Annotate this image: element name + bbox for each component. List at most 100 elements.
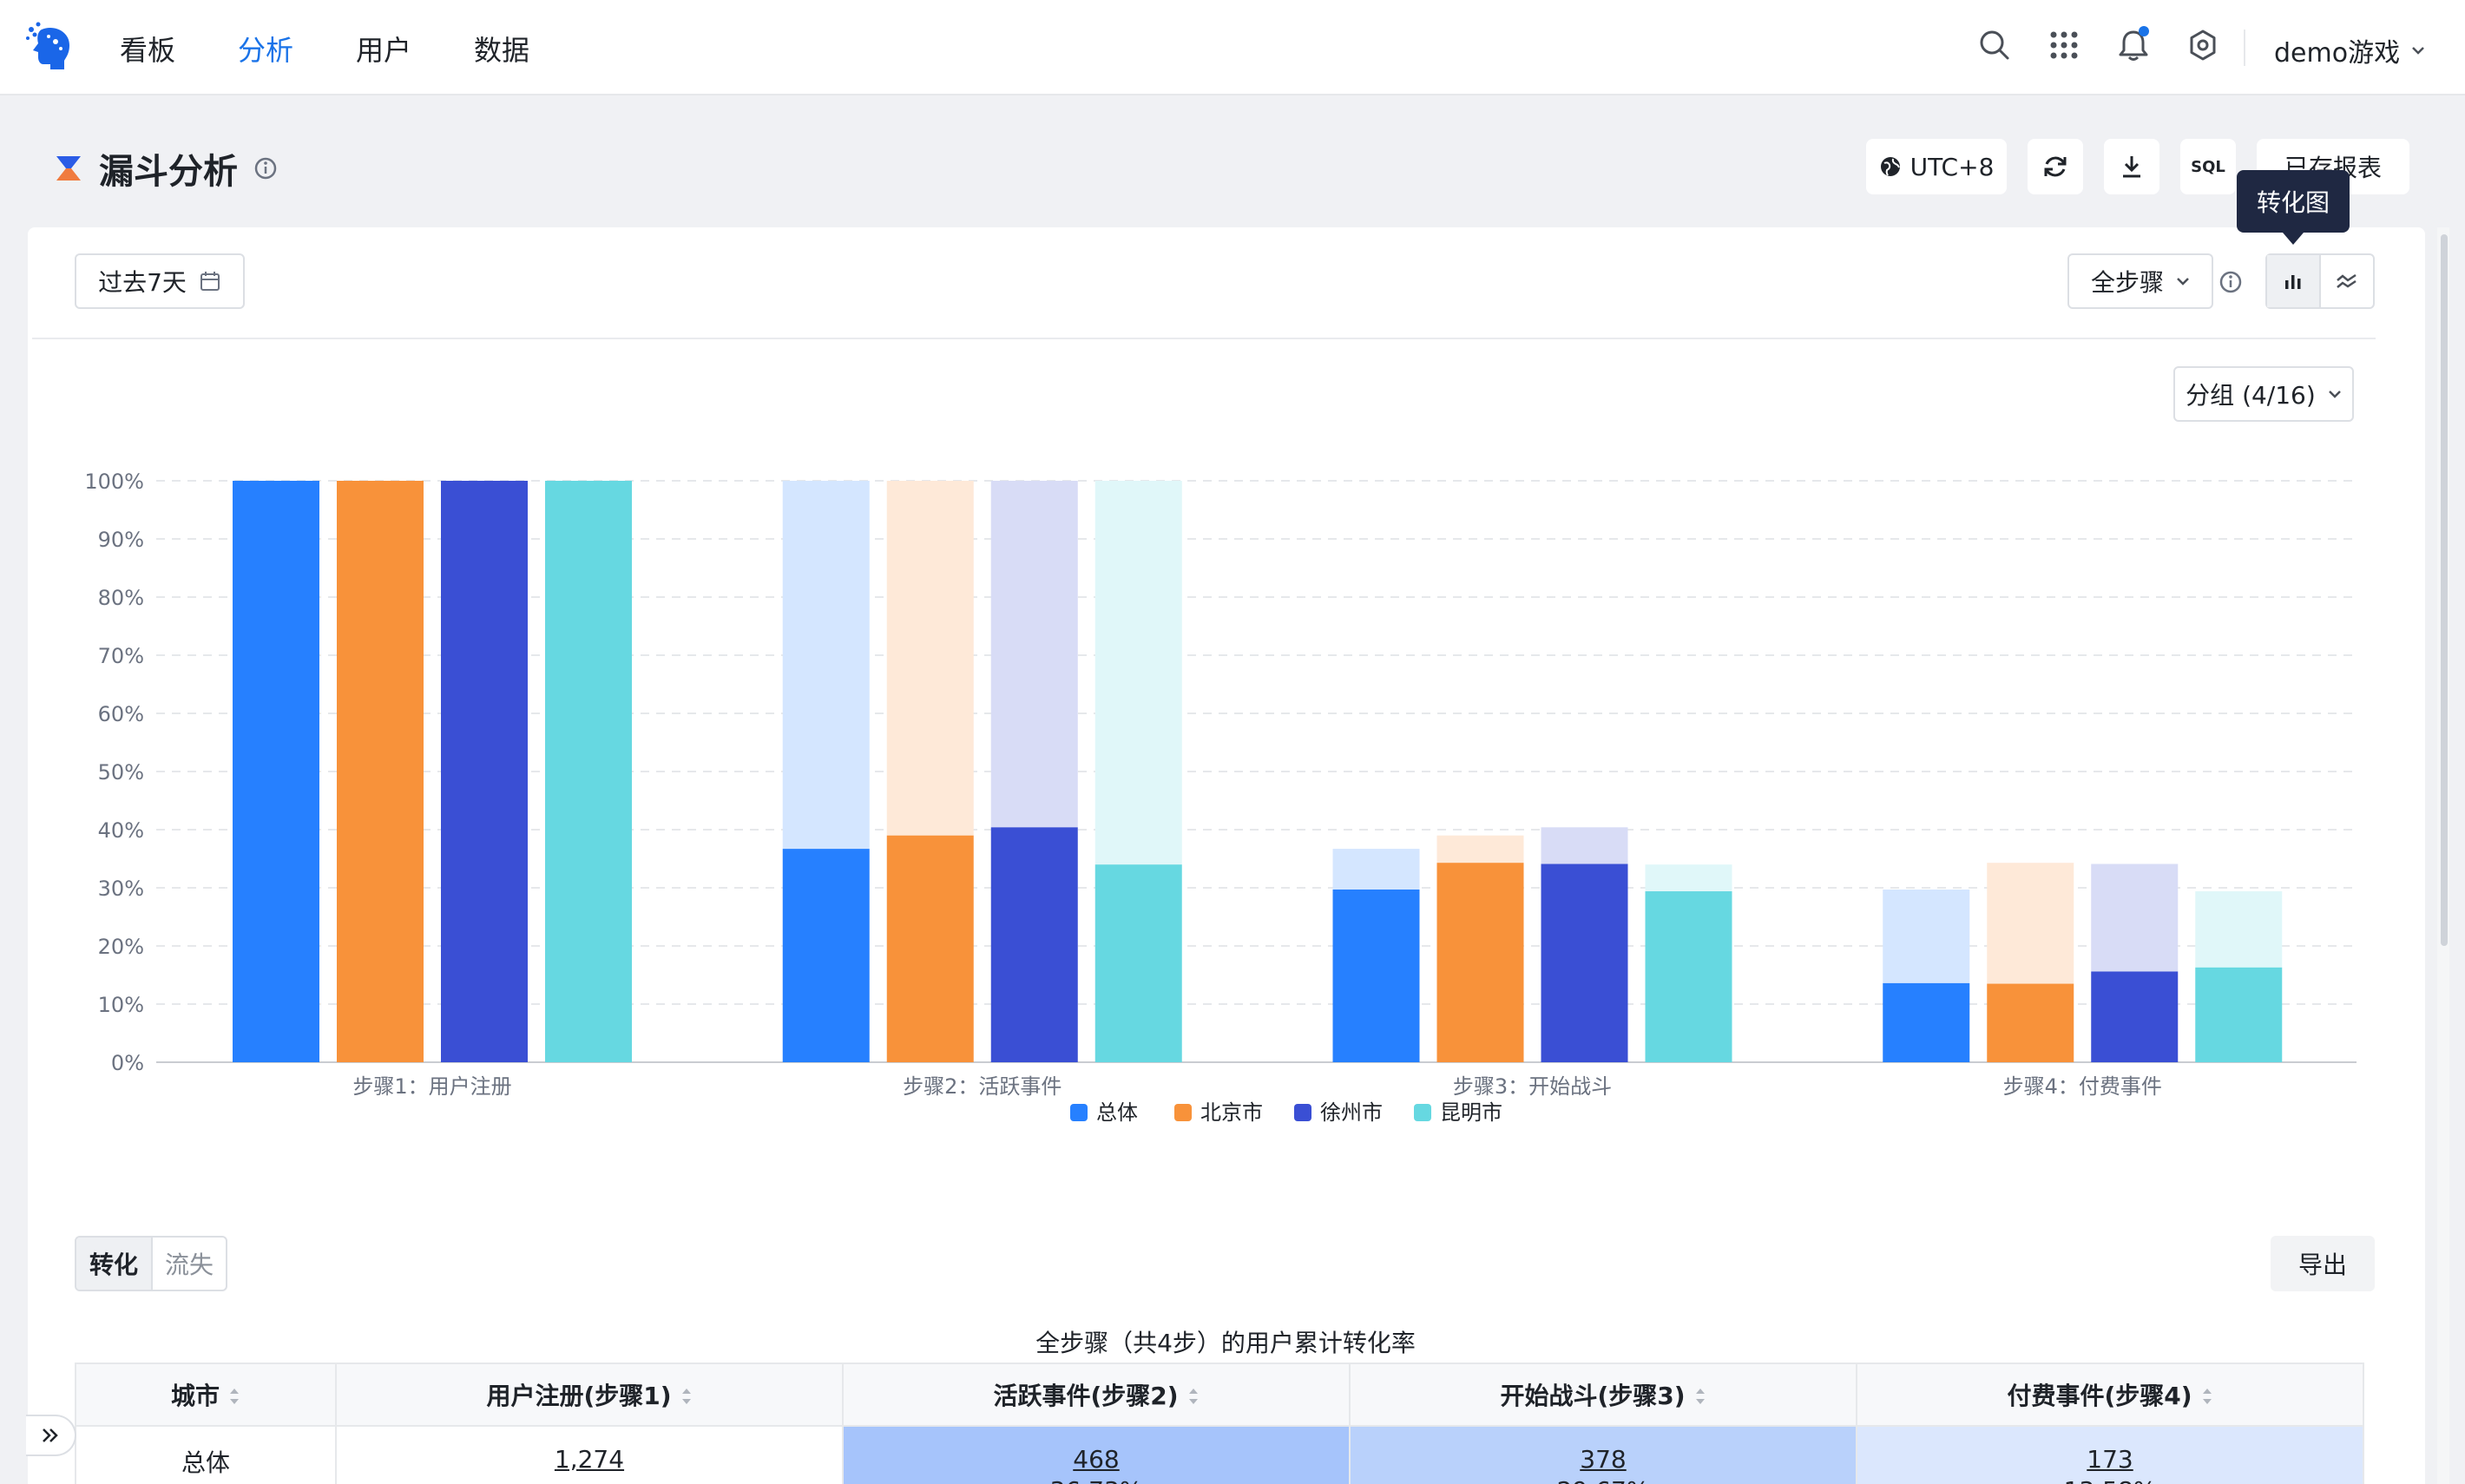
y-tick-label: 30% — [98, 877, 144, 901]
bar-remaining — [2091, 863, 2179, 972]
city-cell: 总体 — [75, 1425, 337, 1484]
expand-sidebar-button[interactable] — [26, 1415, 76, 1456]
legend-label: 总体 — [1096, 1100, 1138, 1125]
x-tick-label: 步骤4：付费事件 — [2003, 1074, 2162, 1099]
bar-remaining — [990, 481, 1078, 828]
legend-swatch — [1070, 1104, 1088, 1121]
y-tick-label: 80% — [98, 586, 144, 610]
bar — [2195, 967, 2283, 1062]
nav-item-analysis[interactable]: 分析 — [238, 34, 294, 67]
legend-label: 昆明市 — [1440, 1100, 1502, 1125]
brain-logo-icon[interactable] — [24, 21, 76, 73]
download-icon — [2123, 156, 2140, 178]
legend-swatch — [1414, 1104, 1431, 1121]
steps-select[interactable]: 全步骤 — [2067, 253, 2213, 309]
table-row: 总体 1,274 46836.73% 37829.67% 17313.58% — [75, 1425, 2364, 1484]
switch-divider — [2319, 255, 2321, 307]
bar — [1094, 864, 1182, 1062]
table-caption: 全步骤（共4步）的用户累计转化率 — [1035, 1329, 1416, 1357]
legend-label: 徐州市 — [1320, 1100, 1383, 1125]
bar — [1436, 863, 1524, 1062]
date-range-picker[interactable]: 过去7天 — [75, 253, 245, 309]
bar-remaining — [886, 481, 974, 836]
y-tick-label: 100% — [84, 469, 144, 494]
chart-type-tooltip: 转化图 — [2237, 170, 2350, 245]
bar-remaining — [2195, 891, 2283, 968]
bar — [782, 849, 870, 1062]
x-tick-label: 步骤2：活跃事件 — [903, 1074, 1062, 1099]
download-button[interactable] — [2104, 139, 2159, 194]
x-tick-label: 步骤1：用户注册 — [352, 1074, 511, 1099]
card-divider — [32, 338, 2376, 339]
steps-info-icon[interactable] — [2218, 270, 2243, 294]
apps-grid-icon[interactable] — [2045, 26, 2083, 64]
page-title-row: 漏斗分析 — [54, 143, 278, 194]
gear-icon[interactable] — [2184, 26, 2222, 64]
notification-dot — [2139, 26, 2149, 36]
page-title: 漏斗分析 — [99, 152, 238, 192]
bar-chart-icon — [2285, 275, 2301, 289]
y-tick-label: 10% — [98, 993, 144, 1017]
bar-chart-toggle[interactable] — [2267, 255, 2320, 307]
sort-icon[interactable] — [2201, 1383, 2213, 1412]
timezone-button[interactable]: UTC+8 — [1866, 139, 2007, 194]
info-icon[interactable] — [253, 156, 278, 181]
table-cell[interactable]: 46836.73% — [842, 1425, 1351, 1484]
funnel-icon — [56, 156, 81, 181]
legend-swatch — [1174, 1104, 1192, 1121]
y-tick-label: 40% — [98, 818, 144, 843]
timezone-label: UTC+8 — [1910, 152, 1995, 181]
legend-label: 北京市 — [1200, 1100, 1263, 1125]
group-select[interactable]: 分组 (4/16) — [2173, 366, 2354, 422]
navbar-divider — [2244, 30, 2245, 66]
column-header[interactable]: 开始战斗(步骤3) — [1349, 1363, 1857, 1427]
bar — [1332, 890, 1420, 1062]
churn-tab[interactable]: 流失 — [151, 1238, 226, 1290]
account-name: demo游戏 — [2274, 38, 2401, 69]
chevron-down-icon — [2328, 391, 2341, 398]
export-button[interactable]: 导出 — [2271, 1236, 2375, 1291]
bar-remaining — [1987, 863, 2074, 984]
bar — [990, 827, 1078, 1062]
nav-item-data[interactable]: 数据 — [474, 34, 530, 67]
column-header[interactable]: 活跃事件(步骤2) — [842, 1363, 1351, 1427]
refresh-icon — [2044, 156, 2067, 177]
trend-chart-toggle[interactable] — [2321, 255, 2373, 307]
sql-button[interactable]: SQL — [2180, 139, 2236, 194]
sort-icon[interactable] — [228, 1383, 240, 1412]
column-header[interactable]: 用户注册(步骤1) — [335, 1363, 844, 1427]
bar — [886, 835, 974, 1062]
y-tick-label: 20% — [98, 935, 144, 959]
nav-item-dashboard[interactable]: 看板 — [120, 34, 176, 67]
refresh-button[interactable] — [2028, 139, 2083, 194]
legend-swatch — [1294, 1104, 1311, 1121]
bar — [2091, 971, 2179, 1062]
table-cell[interactable]: 17313.58% — [1856, 1425, 2364, 1484]
sort-icon[interactable] — [680, 1383, 693, 1412]
conversion-tab[interactable]: 转化 — [76, 1238, 151, 1290]
column-header[interactable]: 城市 — [75, 1363, 337, 1427]
table-cell[interactable]: 37829.67% — [1349, 1425, 1857, 1484]
y-tick-label: 60% — [98, 702, 144, 726]
tooltip-label: 转化图 — [2256, 188, 2330, 217]
bar — [441, 481, 528, 1062]
calendar-icon — [200, 272, 220, 291]
scrollbar-thumb[interactable] — [2441, 234, 2448, 946]
conversion-table: 城市 用户注册(步骤1) 活跃事件(步骤2) 开始战斗(步骤3) 付费事件(步骤… — [75, 1363, 2364, 1484]
bar-remaining — [1645, 864, 1732, 892]
chevron-down-icon — [2177, 278, 2189, 286]
column-header[interactable]: 付费事件(步骤4) — [1856, 1363, 2364, 1427]
sort-icon[interactable] — [1187, 1383, 1200, 1412]
nav-item-users[interactable]: 用户 — [356, 34, 412, 67]
bar — [1883, 982, 1970, 1062]
funnel-chart: 0% 10% 20% 30% 40% 50% 60% 70% 80% 90% 100% 步骤1：用户注… — [84, 469, 2357, 1125]
account-menu[interactable]: demo游戏 — [2274, 31, 2426, 69]
bar-remaining — [1332, 849, 1420, 890]
bar — [545, 481, 632, 1062]
table-cell[interactable]: 1,274 — [335, 1425, 844, 1484]
bell-icon[interactable] — [2114, 26, 2153, 64]
bar-remaining — [1094, 481, 1182, 865]
sort-icon[interactable] — [1694, 1383, 1706, 1412]
search-icon[interactable] — [1975, 26, 2014, 64]
group-select-value: 分组 (4/16) — [2186, 381, 2316, 410]
